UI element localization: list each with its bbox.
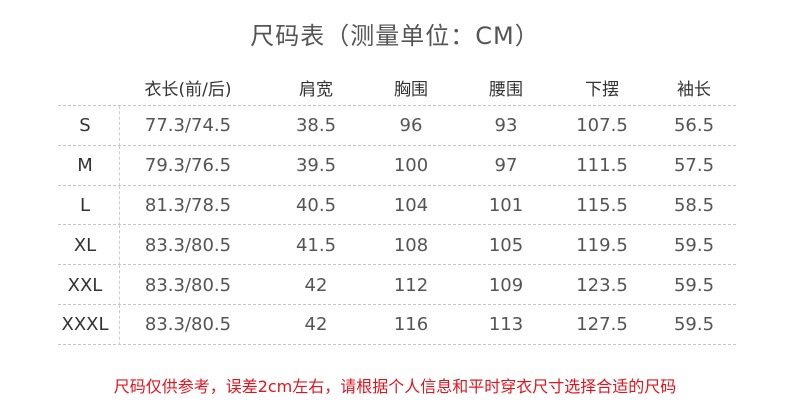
table-cell: 113 — [488, 314, 524, 336]
table-cell: 127.5 — [576, 314, 628, 336]
table-cell: 104 — [393, 194, 429, 216]
table-cell: 111.5 — [576, 155, 628, 177]
column-divider — [119, 145, 120, 186]
row-divider — [58, 343, 736, 345]
size-label: S — [79, 115, 91, 137]
table-header-row: 衣长(前/后) 肩宽 胸围 腰围 下摆 袖长 — [58, 68, 736, 106]
table-cell: 77.3/74.5 — [144, 115, 232, 137]
table-cell: 96 — [399, 115, 423, 137]
table-cell: 107.5 — [576, 115, 628, 137]
row-divider — [58, 303, 736, 305]
table-row: XXXL 83.3/80.5 42 116 113 127.5 59.5 — [58, 304, 736, 345]
column-header: 腰围 — [489, 79, 523, 100]
table-row: L 81.3/78.5 40.5 104 101 115.5 58.5 — [58, 185, 736, 226]
table-cell: 38.5 — [295, 115, 337, 137]
table-cell: 58.5 — [673, 194, 715, 216]
table-cell: 83.3/80.5 — [144, 314, 232, 336]
page-title: 尺码表（测量单位：CM） — [250, 22, 540, 50]
row-divider — [58, 144, 736, 146]
size-label: L — [79, 194, 91, 216]
size-label: XXL — [67, 274, 103, 296]
table-cell: 100 — [393, 155, 429, 177]
size-label: XL — [73, 234, 97, 256]
table-cell: 112 — [393, 274, 429, 296]
table-cell: 81.3/78.5 — [144, 194, 232, 216]
size-table: 衣长(前/后) 肩宽 胸围 腰围 下摆 袖长 S 77.3/74.5 38.5 96 93 107.5… — [58, 68, 736, 345]
table-row: XXL 83.3/80.5 42 112 109 123.5 59.5 — [58, 265, 736, 305]
column-divider — [119, 185, 120, 226]
column-header: 胸围 — [394, 79, 428, 100]
row-divider — [58, 224, 736, 226]
column-header: 袖长 — [677, 79, 711, 100]
table-cell: 59.5 — [673, 314, 715, 336]
table-cell: 83.3/80.5 — [144, 234, 232, 256]
column-header: 下摆 — [585, 79, 619, 100]
row-divider — [58, 184, 736, 186]
table-cell: 59.5 — [673, 274, 715, 296]
table-cell: 59.5 — [673, 234, 715, 256]
column-divider — [119, 265, 120, 305]
table-cell: 41.5 — [295, 234, 337, 256]
row-divider — [58, 264, 736, 266]
column-header — [58, 68, 112, 106]
table-cell: 108 — [393, 234, 429, 256]
table-cell: 115.5 — [576, 194, 628, 216]
table-row: M 79.3/76.5 39.5 100 97 111.5 57.5 — [58, 145, 736, 186]
table-cell: 40.5 — [295, 194, 337, 216]
table-cell: 42 — [304, 274, 328, 296]
column-header: 肩宽 — [299, 79, 333, 100]
column-divider — [119, 304, 120, 345]
table-cell: 105 — [488, 234, 524, 256]
table-cell: 116 — [393, 314, 429, 336]
table-cell: 83.3/80.5 — [144, 274, 232, 296]
table-cell: 93 — [494, 115, 518, 137]
size-label: M — [77, 155, 93, 177]
column-header: 衣长(前/后) — [144, 79, 232, 100]
table-cell: 119.5 — [576, 234, 628, 256]
table-cell: 97 — [494, 155, 518, 177]
size-note: 尺码仅供参考，误差2cm左右，请根据个人信息和平时穿衣尺寸选择合适的尺码 — [113, 377, 677, 396]
table-cell: 42 — [304, 314, 328, 336]
table-cell: 123.5 — [576, 274, 628, 296]
column-divider — [119, 225, 120, 266]
row-divider — [58, 105, 736, 106]
table-row: XL 83.3/80.5 41.5 108 105 119.5 59.5 — [58, 225, 736, 266]
table-cell: 109 — [488, 274, 524, 296]
table-cell: 101 — [488, 194, 524, 216]
size-label: XXXL — [61, 314, 109, 336]
table-cell: 39.5 — [295, 155, 337, 177]
table-cell: 56.5 — [673, 115, 715, 137]
column-divider — [119, 106, 120, 146]
table-row: S 77.3/74.5 38.5 96 93 107.5 56.5 — [58, 106, 736, 146]
table-cell: 57.5 — [673, 155, 715, 177]
table-cell: 79.3/76.5 — [144, 155, 232, 177]
